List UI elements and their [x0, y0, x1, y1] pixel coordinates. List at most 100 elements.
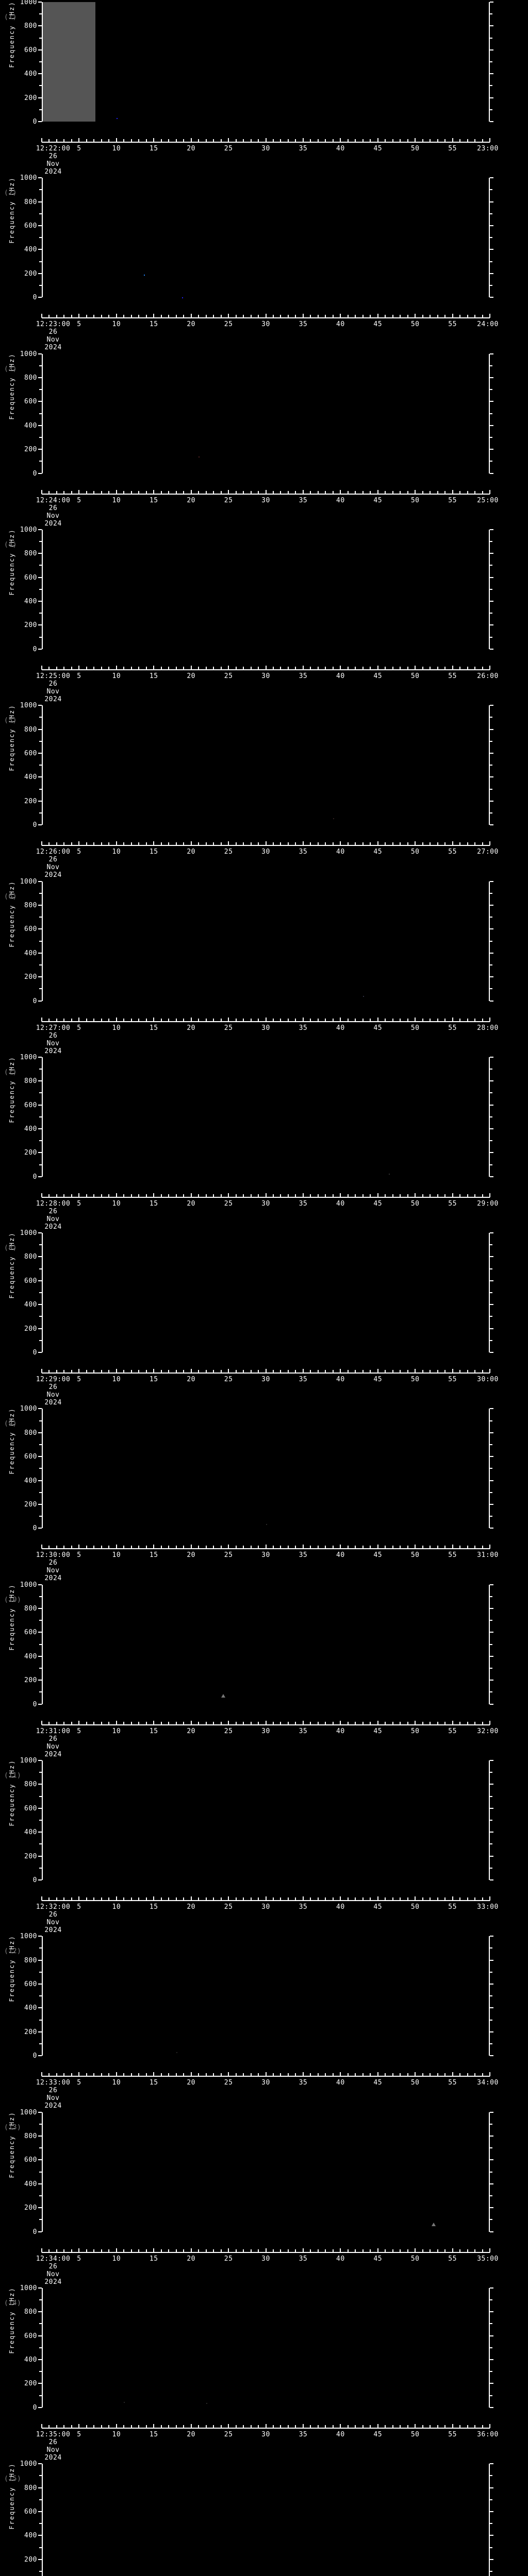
y-axis-tick — [490, 824, 493, 826]
plot-area[interactable] — [42, 1584, 490, 1704]
x-axis-minor-tick — [325, 1370, 326, 1374]
x-axis-tick-label: 25 — [224, 1727, 233, 1735]
y-axis-tick — [38, 1680, 42, 1681]
x-axis-minor-tick — [48, 1546, 50, 1549]
y-axis-minor-tick — [39, 285, 42, 286]
plot-area[interactable] — [42, 2287, 490, 2408]
x-axis-minor-tick — [474, 315, 476, 318]
y-axis-tick — [490, 25, 493, 27]
plot-area[interactable] — [42, 1057, 490, 1177]
x-axis-minor-tick — [332, 1721, 334, 1725]
x-axis-minor-tick — [355, 2073, 356, 2077]
x-axis-minor-tick — [243, 666, 244, 670]
y-axis-minor-tick — [39, 2043, 42, 2045]
x-axis-tick — [78, 1369, 80, 1374]
plot-area[interactable] — [42, 2112, 490, 2232]
x-axis-tick — [415, 2072, 416, 2077]
y-axis-minor-tick — [39, 2499, 42, 2500]
x-axis-tick — [78, 138, 80, 142]
x-axis-minor-tick — [198, 2249, 200, 2252]
x-axis-minor-tick — [93, 2073, 95, 2077]
y-axis-tick — [490, 952, 493, 954]
data-point-marker — [144, 275, 145, 276]
y-axis-tick — [38, 97, 42, 98]
x-axis-minor-tick — [138, 315, 140, 318]
plot-area[interactable] — [42, 178, 490, 299]
x-axis-minor-tick — [168, 842, 170, 846]
x-axis-tick — [190, 2248, 192, 2252]
x-axis-tick — [340, 138, 341, 142]
plot-area[interactable] — [42, 2464, 490, 2576]
x-axis-minor-tick — [444, 139, 446, 142]
x-axis-tick-label: 20 — [187, 145, 195, 152]
x-axis-tick — [78, 2248, 80, 2252]
x-axis-tick-label: 40 — [336, 2255, 345, 2263]
x-axis-tick-label: 15 — [149, 1376, 158, 1384]
plot-area[interactable] — [42, 529, 490, 649]
y-axis-tick — [490, 2383, 493, 2384]
y-axis-minor-tick — [490, 1244, 492, 1246]
y-axis-minor-tick — [39, 917, 42, 918]
x-axis-minor-tick — [130, 490, 132, 494]
y-axis-tick-label: 1000 — [20, 2108, 37, 2116]
x-axis-start-datetime-label: 12:29:00 26 Nov 2024 — [36, 1376, 71, 1406]
x-axis-tick-label: 45 — [373, 496, 383, 504]
x-axis-tick — [265, 1545, 267, 1549]
x-axis-minor-tick — [101, 842, 102, 846]
x-axis-minor-tick — [347, 1370, 349, 1374]
y-axis-minor-tick — [490, 1420, 492, 1421]
plot-area[interactable] — [42, 353, 490, 473]
x-axis-tick-label: 10 — [112, 145, 121, 152]
x-axis-tick-label: 35 — [299, 2430, 308, 2438]
y-axis-minor-tick — [490, 636, 492, 638]
y-axis-minor-tick — [39, 1643, 42, 1645]
plot-area[interactable] — [42, 2, 490, 122]
x-axis-minor-tick — [317, 1897, 319, 1901]
y-axis-minor-tick — [39, 765, 42, 766]
y-axis-tick — [38, 1528, 42, 1529]
x-axis-minor-tick — [258, 1194, 259, 1197]
x-axis-minor-tick — [347, 2073, 349, 2077]
x-axis-minor-tick — [168, 2249, 170, 2252]
plot-area[interactable] — [42, 1409, 490, 1529]
y-axis-line-right — [489, 2464, 490, 2576]
x-axis-tick-label: 50 — [410, 2255, 420, 2263]
y-axis-tick — [490, 177, 493, 179]
x-axis-minor-tick — [437, 2073, 438, 2077]
x-axis-minor-tick — [258, 139, 259, 142]
plot-area[interactable] — [42, 705, 490, 825]
x-axis-minor-tick — [258, 1018, 259, 1022]
x-axis-tick — [78, 1193, 80, 1197]
x-axis-tick — [190, 138, 192, 142]
y-axis-minor-tick — [39, 588, 42, 590]
plot-area[interactable] — [42, 1233, 490, 1353]
x-axis-minor-tick — [123, 490, 125, 494]
start-time: 12:30:00 — [36, 1551, 71, 1560]
x-axis-minor-tick — [123, 1018, 125, 1022]
y-axis-minor-tick — [39, 788, 42, 790]
x-axis-minor-tick — [71, 666, 72, 670]
x-axis-minor-tick — [287, 1370, 289, 1374]
x-axis-tick — [489, 138, 490, 142]
y-axis-minor-tick — [490, 1971, 492, 1973]
y-axis-tick — [38, 2135, 42, 2137]
x-axis-minor-tick — [362, 2425, 364, 2428]
x-axis-minor-tick — [407, 1721, 408, 1725]
x-axis-minor-tick — [272, 1194, 274, 1197]
x-axis-tick-label: 45 — [373, 1024, 383, 1032]
y-axis-minor-tick — [490, 2395, 492, 2396]
x-axis-minor-tick — [56, 2073, 57, 2077]
x-axis-minor-tick — [385, 139, 386, 142]
x-axis-minor-tick — [325, 1897, 326, 1901]
plot-area[interactable] — [42, 1760, 490, 1880]
plot-area[interactable] — [42, 881, 490, 1001]
plot-area[interactable] — [42, 1936, 490, 2056]
x-axis-minor-tick — [108, 139, 110, 142]
x-axis-minor-tick — [160, 2425, 162, 2428]
x-axis-minor-tick — [287, 490, 289, 494]
x-axis-minor-tick — [295, 1194, 296, 1197]
x-axis-minor-tick — [325, 666, 326, 670]
y-axis-line-right — [489, 705, 490, 825]
y-axis-minor-tick — [39, 2195, 42, 2196]
x-axis-minor-tick — [138, 1018, 140, 1022]
